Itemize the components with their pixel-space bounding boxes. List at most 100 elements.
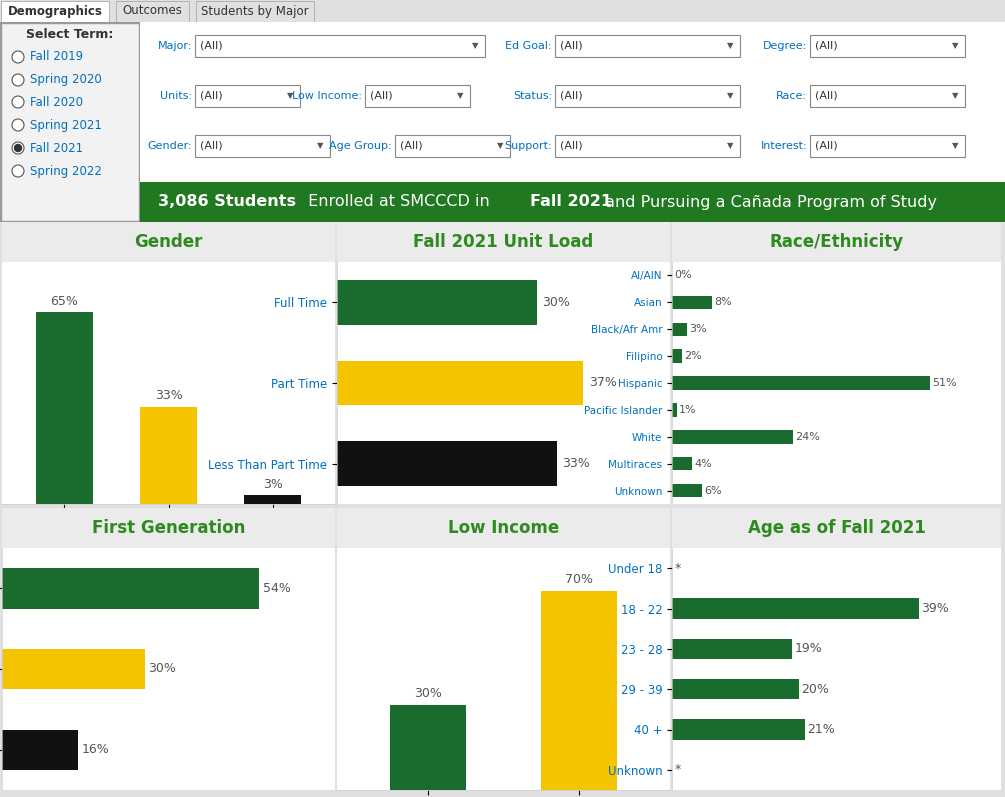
Text: Race/Ethnicity: Race/Ethnicity (770, 233, 903, 251)
Text: Interest:: Interest: (761, 141, 807, 151)
Text: 24%: 24% (796, 432, 820, 442)
Text: 6%: 6% (705, 485, 722, 496)
Text: (All): (All) (560, 141, 583, 151)
Text: 3,086 Students: 3,086 Students (158, 194, 296, 210)
Text: First Generation: First Generation (91, 519, 245, 537)
Bar (2, 729, 78, 770)
Text: (All): (All) (815, 141, 837, 151)
Text: 54%: 54% (262, 582, 290, 595)
Text: (All): (All) (560, 91, 583, 101)
Bar (672, 323, 687, 336)
Text: Fall 2021 Unit Load: Fall 2021 Unit Load (413, 233, 594, 251)
FancyBboxPatch shape (195, 85, 300, 107)
Text: Spring 2021: Spring 2021 (30, 119, 102, 132)
Bar (0, 221, 140, 222)
Text: 65%: 65% (50, 295, 78, 308)
Text: 30%: 30% (542, 296, 570, 308)
FancyBboxPatch shape (555, 135, 740, 157)
FancyBboxPatch shape (555, 85, 740, 107)
Text: 37%: 37% (589, 376, 617, 390)
FancyBboxPatch shape (810, 135, 965, 157)
Circle shape (12, 51, 24, 63)
Text: Enrolled at SMCCCD in: Enrolled at SMCCCD in (303, 194, 494, 210)
Text: Support:: Support: (505, 141, 552, 151)
Text: Students by Major: Students by Major (201, 5, 309, 18)
Text: 21%: 21% (807, 723, 835, 736)
Text: ▼: ▼ (727, 41, 734, 50)
Text: (All): (All) (370, 91, 393, 101)
Bar (36, 312, 93, 504)
FancyBboxPatch shape (195, 35, 485, 57)
Text: *: * (674, 562, 680, 575)
Text: Low Income:: Low Income: (292, 91, 362, 101)
Text: ▼: ▼ (727, 142, 734, 151)
Text: 30%: 30% (149, 662, 177, 676)
Bar (140, 406, 197, 504)
Text: 16%: 16% (82, 743, 110, 756)
Bar (672, 484, 702, 497)
Text: ▼: ▼ (317, 142, 324, 151)
Text: 20%: 20% (801, 683, 829, 696)
FancyBboxPatch shape (1, 1, 109, 22)
Text: 2%: 2% (684, 351, 701, 361)
Bar (672, 599, 919, 618)
Text: ▼: ▼ (727, 92, 734, 100)
Circle shape (12, 74, 24, 86)
Text: Gender:: Gender: (148, 141, 192, 151)
Bar (2, 649, 145, 689)
Text: (All): (All) (815, 91, 837, 101)
Text: Fall 2021: Fall 2021 (30, 142, 83, 155)
Bar (337, 442, 557, 486)
Text: Degree:: Degree: (763, 41, 807, 51)
Text: 51%: 51% (933, 378, 957, 388)
Bar (672, 376, 931, 390)
Text: and Pursuing a Cañada Program of Study: and Pursuing a Cañada Program of Study (600, 194, 937, 210)
FancyBboxPatch shape (196, 1, 314, 22)
Text: *: * (674, 764, 680, 776)
Bar (337, 281, 537, 324)
FancyBboxPatch shape (195, 135, 330, 157)
FancyBboxPatch shape (810, 85, 965, 107)
Text: ▼: ▼ (952, 92, 958, 100)
Bar (672, 638, 792, 659)
Text: (All): (All) (815, 41, 837, 51)
Text: Fall 2021: Fall 2021 (530, 194, 612, 210)
FancyBboxPatch shape (810, 35, 965, 57)
Text: Age as of Fall 2021: Age as of Fall 2021 (748, 519, 926, 537)
Text: (All): (All) (200, 91, 223, 101)
Text: Major:: Major: (158, 41, 192, 51)
Text: 30%: 30% (414, 687, 442, 701)
Text: (All): (All) (200, 141, 223, 151)
FancyBboxPatch shape (555, 35, 740, 57)
Text: 3%: 3% (262, 477, 282, 491)
Bar (2, 568, 259, 608)
Bar (672, 403, 677, 417)
Text: 70%: 70% (565, 573, 593, 587)
Text: Demographics: Demographics (8, 5, 103, 18)
Text: Units:: Units: (160, 91, 192, 101)
Text: Status:: Status: (513, 91, 552, 101)
Text: 0%: 0% (674, 270, 691, 281)
Bar (672, 296, 713, 309)
Bar (244, 495, 302, 504)
Text: Gender: Gender (135, 233, 203, 251)
Bar (542, 591, 617, 790)
Bar (672, 457, 692, 470)
Text: 33%: 33% (562, 457, 590, 470)
Text: 4%: 4% (694, 458, 712, 469)
Text: Low Income: Low Income (448, 519, 559, 537)
FancyBboxPatch shape (365, 85, 470, 107)
Text: ▼: ▼ (286, 92, 293, 100)
Bar (337, 361, 584, 405)
Circle shape (12, 165, 24, 177)
Text: Fall 2019: Fall 2019 (30, 50, 83, 64)
Bar (0, 22, 140, 23)
Text: 8%: 8% (715, 297, 733, 308)
Text: Spring 2020: Spring 2020 (30, 73, 102, 87)
Text: ▼: ▼ (952, 142, 958, 151)
Text: ▼: ▼ (471, 41, 478, 50)
Text: 19%: 19% (795, 642, 822, 655)
Circle shape (12, 142, 24, 154)
Circle shape (12, 119, 24, 131)
Bar (672, 430, 794, 443)
